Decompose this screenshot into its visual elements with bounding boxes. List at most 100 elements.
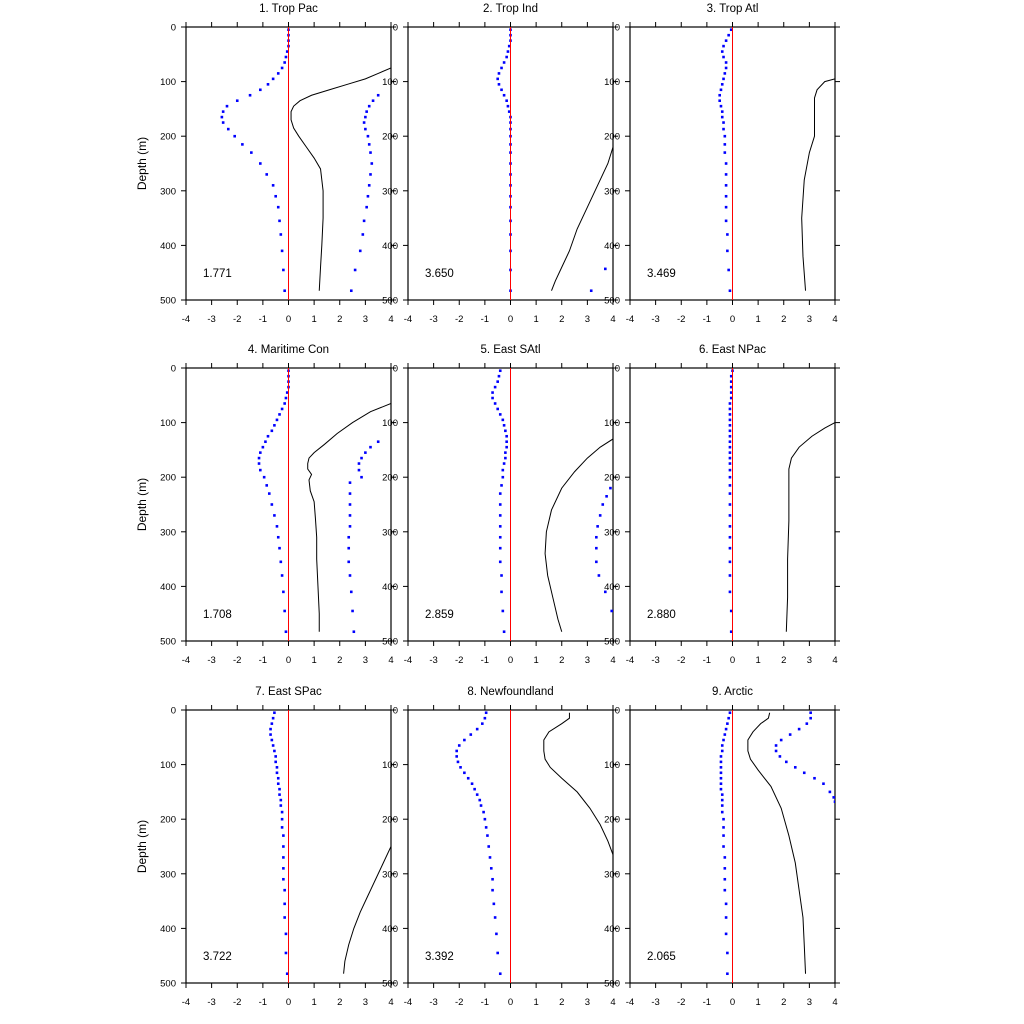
- data-point: [273, 514, 276, 517]
- y-tick-label: 300: [382, 527, 398, 538]
- data-point: [360, 475, 363, 479]
- data-point: [221, 121, 225, 124]
- x-tick-label: -3: [651, 314, 659, 325]
- data-point: [457, 744, 461, 747]
- x-tick-label: -2: [233, 314, 241, 325]
- data-point: [493, 385, 497, 389]
- x-tick-label: -4: [404, 997, 412, 1008]
- solid-series-line: [801, 78, 835, 291]
- y-tick-label: 200: [604, 815, 620, 826]
- data-point: [498, 535, 502, 539]
- data-point: [265, 484, 269, 487]
- data-point: [504, 451, 507, 454]
- x-tick-label: 1: [755, 997, 760, 1008]
- y-tick-label: 0: [615, 23, 620, 34]
- x-tick-label: -3: [207, 997, 215, 1008]
- data-point: [793, 766, 797, 769]
- x-tick-label: -3: [429, 655, 437, 666]
- data-point: [280, 249, 284, 253]
- data-point: [596, 525, 599, 528]
- y-tick-label: 100: [160, 77, 176, 88]
- x-tick-label: 4: [388, 314, 393, 325]
- panel-annotation: 3.469: [647, 268, 676, 280]
- y-tick-label: 0: [393, 364, 398, 375]
- y-tick-label: 200: [382, 473, 398, 484]
- data-point: [283, 888, 286, 892]
- dotted-series-1: [491, 369, 508, 634]
- data-point: [483, 716, 487, 720]
- panel-2: -4 -3 -2 -1 0 1 2 3 4 0 100 200 300 400 500 2. Trop Ind…: [382, 3, 618, 325]
- data-point: [797, 727, 801, 731]
- data-point: [280, 574, 284, 577]
- data-point: [280, 817, 284, 821]
- x-tick-label: 0: [508, 997, 513, 1008]
- data-point: [833, 800, 835, 804]
- x-tick-label: 4: [832, 655, 837, 666]
- data-point: [729, 385, 733, 389]
- x-tick-label: -4: [182, 655, 190, 666]
- x-tick-label: -2: [677, 655, 685, 666]
- x-tick-label: 4: [610, 314, 615, 325]
- data-point: [259, 468, 262, 472]
- data-point: [257, 456, 261, 460]
- data-point: [273, 711, 276, 715]
- dotted-series-1: [719, 711, 732, 976]
- data-point: [724, 219, 728, 223]
- data-point: [283, 402, 286, 405]
- data-point: [351, 609, 354, 613]
- data-point: [496, 951, 499, 955]
- data-point: [726, 972, 729, 976]
- data-point: [728, 525, 732, 528]
- panel-title: 5. East SAtl: [480, 344, 540, 356]
- data-point: [728, 402, 732, 405]
- y-tick-label: 500: [160, 637, 176, 648]
- x-tick-label: 2: [781, 314, 786, 325]
- data-point: [498, 546, 502, 550]
- data-point: [500, 88, 503, 92]
- data-point: [729, 396, 733, 400]
- data-point: [724, 205, 728, 209]
- data-point: [282, 268, 285, 272]
- x-tick-label: -4: [626, 655, 634, 666]
- data-point: [720, 804, 724, 807]
- data-point: [348, 503, 352, 506]
- data-point: [352, 630, 356, 634]
- data-point: [279, 233, 283, 236]
- x-tick-label: 2: [337, 655, 342, 666]
- data-point: [463, 738, 466, 742]
- y-tick-label: 100: [382, 77, 398, 88]
- data-point: [271, 184, 275, 187]
- y-tick-label: 0: [393, 23, 398, 34]
- data-point: [360, 456, 363, 460]
- data-point: [505, 434, 508, 438]
- data-point: [722, 121, 725, 124]
- data-point: [724, 727, 728, 731]
- dotted-series-2: [347, 440, 380, 634]
- data-point: [226, 127, 230, 131]
- data-point: [459, 766, 462, 769]
- data-point: [728, 429, 732, 433]
- data-point: [497, 72, 501, 75]
- data-point: [285, 972, 289, 976]
- x-tick-label: -2: [233, 655, 241, 666]
- x-tick-label: -3: [429, 997, 437, 1008]
- data-point: [728, 535, 732, 539]
- data-point: [719, 88, 723, 92]
- data-point: [718, 99, 721, 103]
- data-point: [722, 55, 725, 59]
- y-tick-label: 0: [615, 364, 620, 375]
- data-point: [719, 776, 723, 780]
- y-tick-label: 500: [382, 296, 398, 307]
- data-point: [348, 492, 352, 495]
- panel-annotation: 2.065: [647, 951, 676, 963]
- panel-6: -4 -3 -2 -1 0 1 2 3 4 0 100 200 300 400 500 6. East NPa…: [604, 344, 840, 666]
- dotted-series-1: [496, 28, 512, 293]
- data-point: [501, 468, 505, 472]
- data-point: [502, 61, 506, 64]
- y-tick-label: 100: [160, 418, 176, 429]
- data-point: [280, 407, 284, 411]
- data-point: [364, 451, 367, 454]
- x-tick-label: 1: [311, 655, 316, 666]
- panel-annotation: 2.859: [425, 609, 454, 621]
- dotted-series-2: [349, 93, 380, 293]
